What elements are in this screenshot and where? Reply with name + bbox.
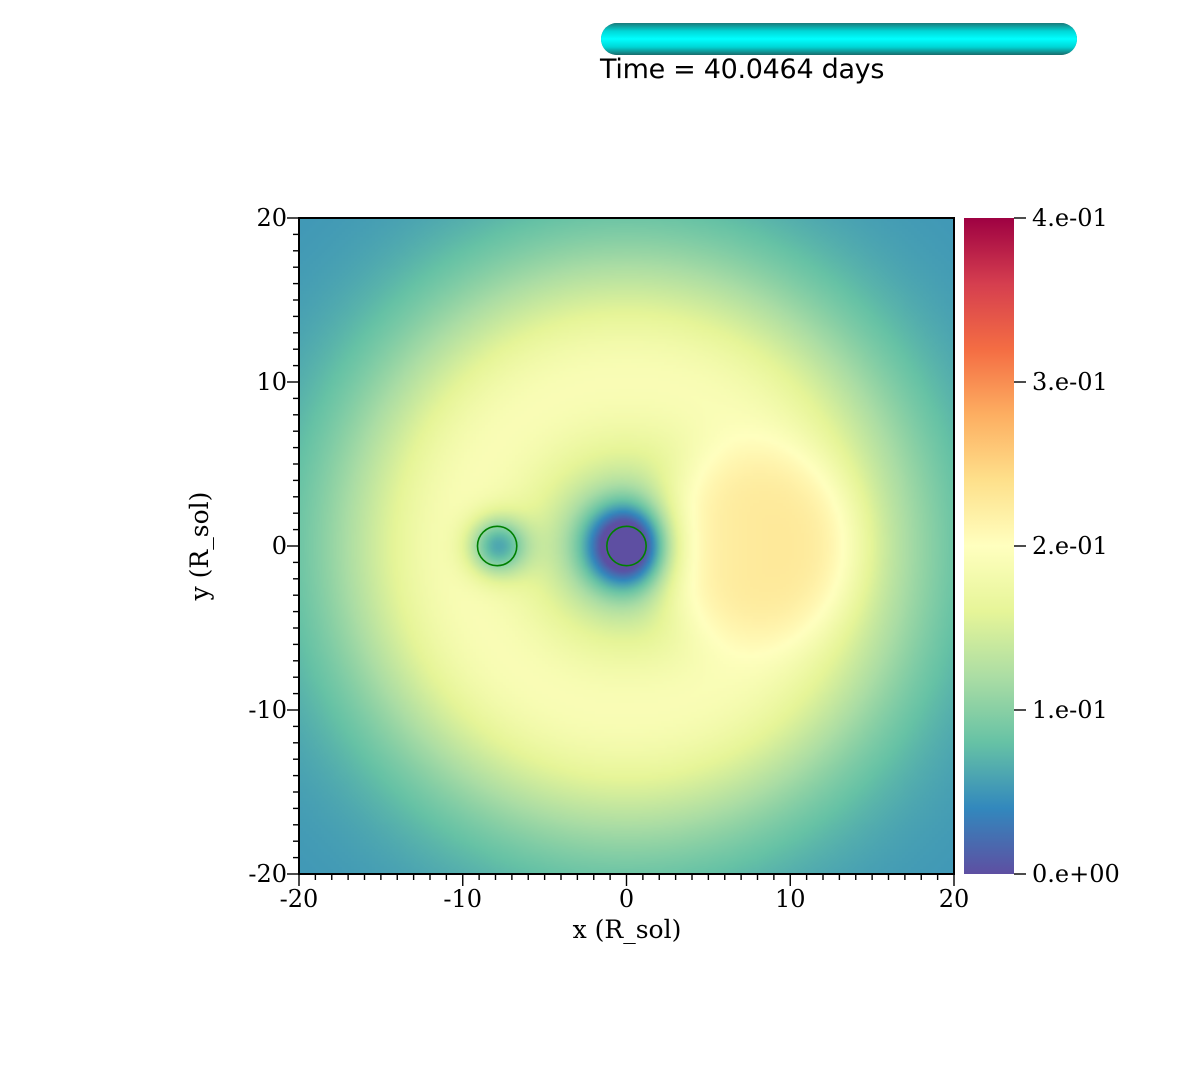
time-label: Time = 40.0464 days [600,54,885,85]
y-tick-label: -10 [248,696,287,724]
colorbar-tick-label: 2.e-01 [1032,532,1108,560]
colorbar-tick-label: 0.e+00 [1032,860,1120,888]
colorbar-tick-label: 3.e-01 [1032,368,1108,396]
axis-ticks [287,217,955,886]
markers-layer [476,525,647,567]
companion-marker [476,525,518,567]
progress-fill [601,23,1077,55]
x-tick-label: 10 [775,885,806,913]
progress-bar [601,23,1077,55]
heatmap-field [299,218,954,874]
x-tick-label: 0 [619,885,634,913]
x-tick-label: -10 [443,885,482,913]
colorbar-tick-label: 1.e-01 [1032,696,1108,724]
y-tick-label: -20 [248,860,287,888]
y-tick-label: 0 [272,532,287,560]
axis-tick-labels: -20 -10 0 10 20 -20 -10 0 10 20 [248,204,969,913]
y-tick-label: 10 [256,368,287,396]
colorbar-tick-label: 4.e-01 [1032,204,1108,232]
y-tick-label: 20 [256,204,287,232]
y-axis-title: y (R_sol) [185,492,214,602]
x-axis-title: x (R_sol) [573,915,682,944]
colorbar-ticks: 0.e+00 1.e-01 2.e-01 3.e-01 4.e-01 [1014,204,1120,888]
primary-marker [606,525,647,567]
colorbar [964,218,1014,874]
x-tick-label: 20 [939,885,970,913]
x-tick-label: -20 [280,885,319,913]
